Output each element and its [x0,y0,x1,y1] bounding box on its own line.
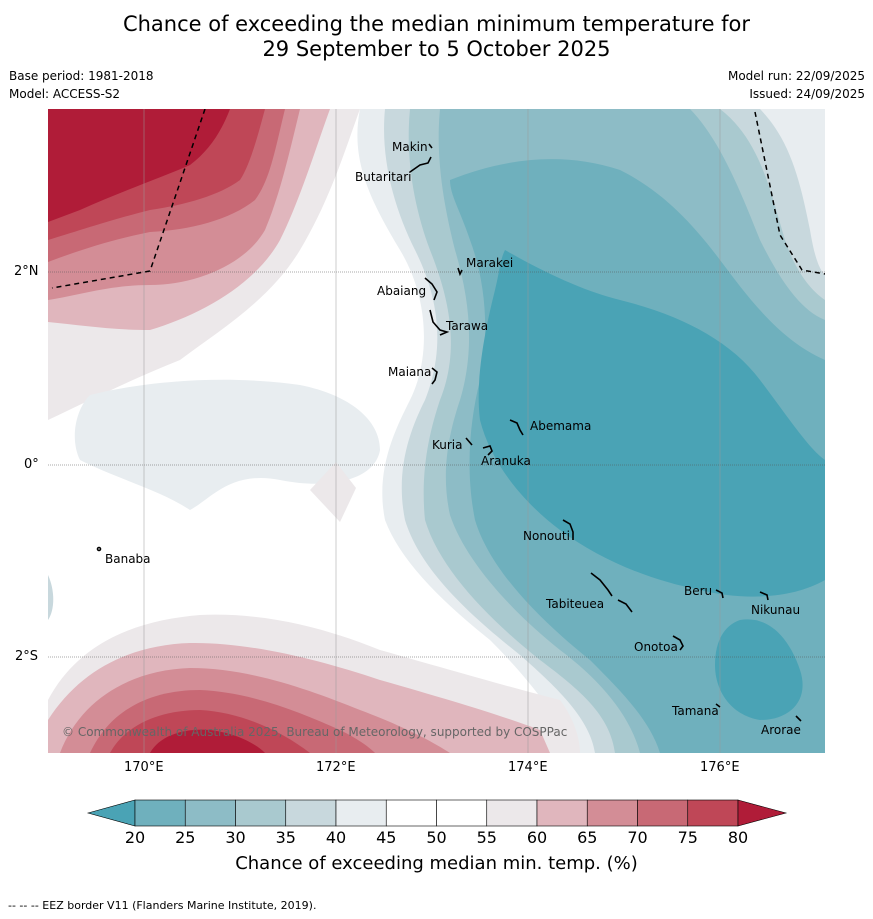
colorbar-tick-label: 30 [225,828,246,847]
title-line-2: 29 September to 5 October 2025 [262,37,611,61]
beru-island-shape [715,589,724,599]
lon-label-174e: 174°E [508,760,548,775]
colorbar-tick-label: 75 [677,828,698,847]
colorbar-tick-label: 40 [325,828,347,847]
abaiang-island-shape [424,277,438,301]
graticule-meridians [143,109,721,753]
issued-date: Issued: 24/09/2025 [749,87,865,101]
colorbar-segment [586,799,638,827]
model-name: Model: ACCESS-S2 [9,87,121,101]
field-35-40-west-edge [48,575,54,620]
place-label: Nonouti [523,529,570,543]
graticule [48,271,825,658]
onotoa-island-shape [672,635,684,651]
maiana-island-shape [431,367,438,385]
colorbar-segment [436,799,488,827]
colorbar-segment [687,799,739,827]
butaritari-island-shape [409,156,432,173]
place-label: Makin [392,140,428,154]
field-55-60-patch [310,462,356,522]
colorbar-tick-label: 35 [275,828,296,847]
nikunau-island-shape [759,591,769,601]
place-label: Aranuka [481,454,531,468]
place-labels: Makin Butaritari Marakei Abaiang Tarawa … [105,140,801,737]
field-40-45-west [74,379,380,510]
chart-title: Chance of exceeding the median minimum t… [0,12,873,62]
colorbar-tick-label: 45 [376,828,397,847]
marakei-island-shape [457,267,463,277]
colorbar-tick-label: 70 [627,828,648,847]
colorbar-segments [86,799,788,827]
colorbar-tick-label: 80 [727,828,749,847]
tarawa-island-shape [429,309,450,336]
colorbar-tick-label: 60 [526,828,548,847]
place-label: Tarawa [445,319,488,333]
colorbar-segment [285,799,337,827]
place-label: Arorae [761,723,801,737]
colorbar-segment [335,799,387,827]
place-label: Banaba [105,552,151,566]
colorbar-segment [184,799,236,827]
lon-label-170e: 170°E [124,760,164,775]
model-run: Model run: 22/09/2025 [727,69,865,83]
probability-fields: Makin Butaritari Marakei Abaiang Tarawa … [48,109,825,753]
arorae-island-shape [795,715,802,722]
field-below-20-central [478,250,825,597]
title-line-1: Chance of exceeding the median minimum t… [122,12,751,36]
place-label: Butaritari [355,170,412,184]
colorbar-tick-label: 65 [577,828,598,847]
colorbar-tick-label: 25 [175,828,196,847]
kuria-island-shape [465,437,473,446]
place-label: Abaiang [377,284,426,298]
colorbar-tick-label: 55 [476,828,497,847]
footer-note: -- -- -- EEZ border V11 (Flanders Marine… [8,899,317,912]
makin-island-shape [428,143,433,149]
place-label: Tabiteuea [545,597,604,611]
island-outlines [96,143,802,722]
colorbar-segment [637,799,689,827]
colorbar-tick-label: 20 [124,828,146,847]
tabiteuea-island-shape [590,572,633,613]
place-label: Abemama [530,419,591,433]
colorbar-arrow-low [86,799,136,827]
lat-label-2s: 2°S [15,649,39,664]
aranuka-island-shape [482,445,493,456]
place-label: Marakei [466,256,513,270]
lat-label-0: 0° [24,457,39,472]
place-label: Maiana [388,365,431,379]
colorbar-segment [385,799,437,827]
abemama-island-shape [509,419,524,436]
lon-label-172e: 172°E [316,760,356,775]
tamana-island-shape [715,703,721,708]
nonouti-island-shape [562,519,574,540]
banaba-island-shape [96,546,102,552]
eez-border-west [51,109,206,289]
copyright-text: © Commonwealth of Australia 2025, Bureau… [62,725,567,739]
place-label: Onotoa [634,640,678,654]
eez-border-east [754,111,825,275]
colorbar-tick-label: 50 [426,828,447,847]
colorbar-label: Chance of exceeding median min. temp. (%… [235,853,638,874]
field-80-nw [48,109,230,222]
meta-right: Model run: 22/09/2025 Issued: 24/09/2025 [728,67,865,103]
colorbar-segment [134,799,186,827]
colorbar-segment [536,799,588,827]
meta-left: Base period: 1981-2018 Model: ACCESS-S2 [9,67,154,103]
colorbar-segment [486,799,538,827]
lat-label-2n: 2°N [14,264,39,279]
place-label: Nikunau [751,603,800,617]
colorbar-segment [235,799,287,827]
place-label: Kuria [432,438,463,452]
colorbar-arrow-high [737,799,788,827]
place-label: Tamana [671,704,719,718]
lon-label-176e: 176°E [700,760,740,775]
base-period: Base period: 1981-2018 [9,69,154,83]
place-label: Beru [684,584,712,598]
field-below-20-south [715,619,803,720]
field-80-south [150,729,265,753]
